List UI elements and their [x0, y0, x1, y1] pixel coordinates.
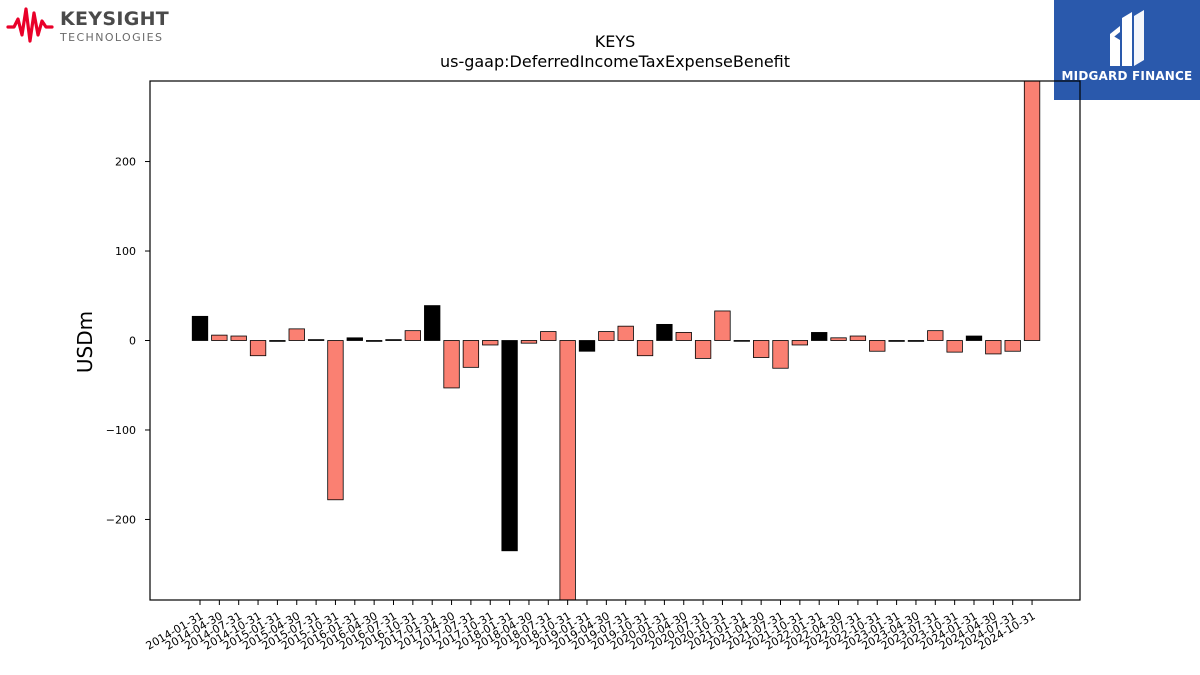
bar-2019-01-31 [578, 340, 596, 352]
bar-2016-01-31 [346, 337, 363, 341]
midgard-finance-logo: MIDGARD FINANCE [1054, 0, 1200, 100]
midgard-name-text: MIDGARD FINANCE [1061, 69, 1193, 83]
bar-2020-01-31 [656, 323, 673, 341]
keysight-wave-icon [6, 7, 54, 43]
bar-2024-07-31 [1004, 340, 1021, 352]
bar-2015-07-31 [307, 339, 325, 341]
bar-2018-04-30 [520, 340, 538, 344]
chart-subtitle: us-gaap:DeferredIncomeTaxExpenseBenefit [439, 52, 791, 71]
bar-2021-01-31 [733, 340, 750, 342]
bar-2021-10-31 [791, 340, 808, 346]
y-axis-label: USDm [73, 311, 97, 373]
bar-2014-01-31 [191, 315, 209, 341]
midgard-mark-icon [1110, 10, 1144, 66]
bar-2022-01-31 [811, 332, 828, 341]
bar-2021-04-30 [753, 340, 770, 358]
bar-2018-01-31 [501, 340, 518, 552]
bar-2021-07-31 [772, 340, 789, 369]
y-tick-label: −200 [106, 513, 136, 526]
bar-2015-10-31 [327, 340, 344, 501]
keysight-logo: KEYSIGHT TECHNOLOGIES [6, 5, 171, 45]
y-tick-label: 100 [115, 245, 136, 258]
bar-2019-10-31 [636, 340, 654, 357]
bar-2024-10-31 [1023, 81, 1041, 341]
bar-2022-04-30 [830, 337, 847, 341]
keysight-sub-text: TECHNOLOGIES [60, 31, 164, 44]
bar-2014-07-31 [230, 335, 247, 341]
bar-2014-10-31 [249, 340, 267, 357]
y-tick-label: 0 [129, 335, 136, 348]
bar-2023-04-30 [907, 340, 925, 342]
bar-2023-10-31 [946, 340, 963, 353]
bar-2020-10-31 [714, 310, 731, 341]
y-tick-label: −100 [106, 424, 136, 437]
bar-2020-07-31 [694, 340, 712, 359]
chart-title: KEYS [594, 32, 636, 51]
bar-2023-07-31 [927, 330, 944, 341]
bar-2018-10-31 [559, 340, 576, 600]
bars-group [191, 81, 1041, 600]
keysight-brand-text: KEYSIGHT [60, 8, 170, 30]
bar-2024-04-30 [985, 340, 1002, 355]
bar-2024-01-31 [965, 335, 983, 341]
bar-2017-10-31 [482, 340, 499, 346]
bar-2017-07-31 [462, 340, 480, 368]
bar-2017-01-31 [424, 305, 441, 341]
bar-2016-07-31 [385, 339, 402, 341]
bar-2019-04-30 [598, 331, 615, 341]
bar-2019-07-31 [617, 325, 634, 341]
bar-2016-10-31 [404, 330, 422, 341]
bar-2017-04-30 [443, 340, 460, 389]
bar-2023-01-31 [888, 340, 905, 342]
bar-2016-04-30 [365, 340, 383, 342]
bar-2020-04-30 [675, 332, 692, 341]
y-tick-label: 200 [115, 156, 136, 169]
bar-2015-04-30 [288, 328, 305, 341]
bar-2022-07-31 [849, 335, 867, 341]
bar-2014-04-30 [211, 334, 228, 341]
bar-2015-01-31 [269, 340, 286, 342]
bar-2018-07-31 [540, 331, 557, 341]
bar-2022-10-31 [869, 340, 886, 352]
